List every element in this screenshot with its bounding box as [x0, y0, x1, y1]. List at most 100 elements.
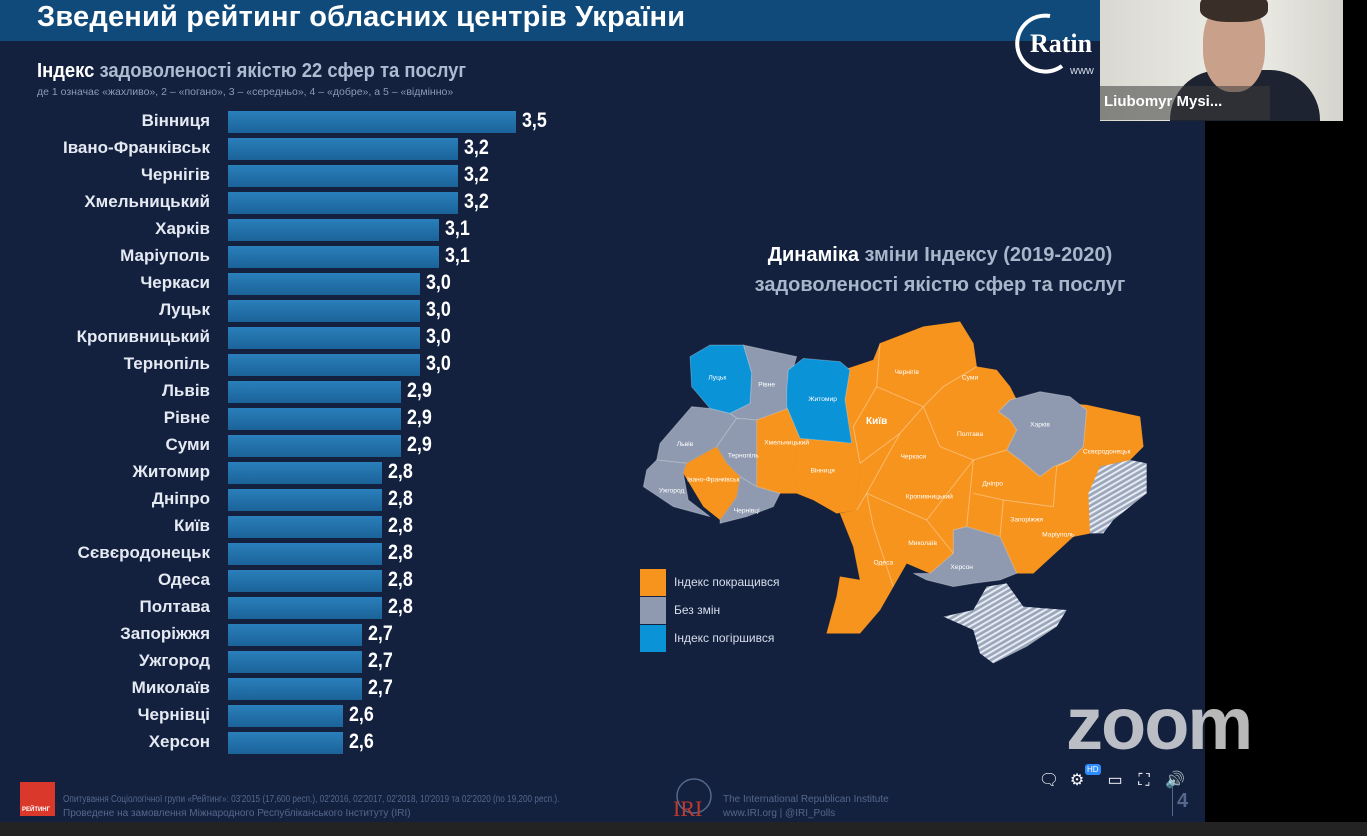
- city-label: Івано-Франківськ: [687, 476, 739, 484]
- bar-value-label: 2,8: [387, 541, 413, 564]
- rating-logo: Ratin www: [1010, 10, 1100, 80]
- bar-row: Рівне 2,9: [0, 406, 600, 433]
- bar-row: Чернівці 2,6: [0, 703, 600, 730]
- slide-title: Зведений рейтинг обласних центрів Україн…: [37, 1, 686, 33]
- footer-source: Опитування Соціологічної групи «Рейтинг»…: [63, 794, 560, 805]
- bar-label: Одеса: [158, 570, 210, 589]
- bar-label: Ужгород: [139, 651, 210, 670]
- bar-row: Житомир 2,8: [0, 460, 600, 487]
- settings-gear-icon[interactable]: ⚙ HD: [1069, 764, 1101, 789]
- annotate-icon[interactable]: 🗨: [1038, 772, 1060, 789]
- region-zakarpattia: [642, 459, 711, 518]
- bar-row: Херсон 2,6: [0, 730, 600, 757]
- bar: [228, 327, 420, 349]
- bar-label: Херсон: [148, 732, 210, 751]
- bar-label: Київ: [173, 516, 210, 535]
- bar: [228, 165, 459, 187]
- participant-name: Liubomyr Mysi...: [1100, 86, 1270, 120]
- region-kherson: [913, 526, 1018, 588]
- bar-label: Сєвєродонецьк: [77, 543, 210, 562]
- bar-label: Вінниця: [141, 111, 210, 130]
- bar-label: Хмельницький: [84, 192, 210, 211]
- bar-row: Вінниця 3,5: [0, 109, 600, 136]
- bar-value-label: 2,9: [406, 406, 432, 429]
- bar: [228, 570, 382, 592]
- bar: [228, 705, 344, 727]
- bar-value-label: 2,7: [368, 622, 394, 645]
- city-label: Кропивницький: [906, 493, 953, 501]
- fullscreen-icon[interactable]: ⛶: [1138, 772, 1150, 789]
- bar: [228, 543, 382, 565]
- city-label: Херсон: [950, 564, 973, 571]
- bar-value-label: 2,9: [406, 379, 432, 402]
- bar-label: Чернівці: [137, 705, 210, 724]
- city-label: Львів: [677, 440, 694, 448]
- volume-icon[interactable]: 🔊: [1165, 772, 1185, 789]
- bar-row: Полтава 2,8: [0, 595, 600, 622]
- city-label: Ужгород: [659, 487, 685, 494]
- city-label: Житомир: [808, 396, 837, 403]
- bar-value-label: 3,1: [445, 217, 471, 240]
- ukraine-map: Луцьк Рівне Житомир Львів Тернопіль Хмел…: [642, 321, 1147, 664]
- bar-label: Дніпро: [151, 489, 210, 508]
- rating-footer-logo: РЕЙТИНГ: [20, 782, 55, 816]
- bar-row: Миколаїв 2,7: [0, 676, 600, 703]
- bar-row: Київ 2,8: [0, 514, 600, 541]
- participant-video[interactable]: Liubomyr Mysi...: [1100, 0, 1343, 121]
- bar-row: Суми 2,9: [0, 433, 600, 460]
- bar-label: Запоріжжя: [120, 624, 210, 643]
- bar: [228, 219, 440, 241]
- bar-label: Полтава: [139, 597, 210, 616]
- bar-row: Маріуполь 3,1: [0, 244, 600, 271]
- subtitle-rest: задоволеності якістю 22 сфер та послуг: [94, 60, 467, 82]
- bar-label: Чернігів: [140, 165, 210, 184]
- legend-swatch: [640, 625, 666, 652]
- bar: [228, 246, 440, 268]
- bar-value-label: 2,8: [387, 568, 413, 591]
- legend-improved: Індекс покращився: [640, 569, 840, 596]
- svg-text:www: www: [1069, 65, 1094, 77]
- bar-row: Одеса 2,8: [0, 568, 600, 595]
- bar-label: Львів: [161, 381, 210, 400]
- bar: [228, 624, 363, 646]
- bar-label: Житомир: [132, 462, 211, 481]
- city-label: Рівне: [758, 381, 775, 389]
- bar-label: Черкаси: [140, 273, 210, 292]
- legend-label: Індекс погіршився: [674, 631, 775, 645]
- bar-row: Запоріжжя 2,7: [0, 622, 600, 649]
- bar-row: Львів 2,9: [0, 379, 600, 406]
- bar-value-label: 2,8: [387, 487, 413, 510]
- bar-row: Хмельницький 3,2: [0, 190, 600, 217]
- capital-label: Київ: [866, 416, 887, 427]
- bar-value-label: 3,1: [445, 244, 471, 267]
- bar-value-label: 2,7: [368, 649, 394, 672]
- bar: [228, 489, 382, 511]
- bar-value-label: 3,0: [426, 352, 451, 375]
- city-label: Чернівці: [734, 506, 760, 514]
- city-label: Суми: [962, 374, 979, 381]
- bar: [228, 435, 401, 457]
- bar-value-label: 3,0: [426, 271, 451, 294]
- bar-label: Кропивницький: [76, 327, 210, 346]
- pip-window-icon[interactable]: ▭: [1107, 772, 1123, 789]
- bar-value-label: 3,0: [426, 325, 451, 348]
- legend-swatch: [640, 569, 666, 596]
- legend-label: Індекс покращився: [674, 575, 780, 589]
- bar-label: Рівне: [163, 408, 210, 427]
- bar: [228, 408, 401, 430]
- city-label: Хмельницький: [764, 439, 809, 447]
- bar-row: Тернопіль 3,0: [0, 352, 600, 379]
- city-label: Вінниця: [810, 466, 835, 474]
- map-title-rest: зміни Індексу (2019-2020): [858, 244, 1113, 266]
- page-number: 4: [1177, 790, 1189, 812]
- svg-text:Ratin: Ratin: [1030, 29, 1093, 58]
- bar: [228, 651, 363, 673]
- scale-note: де 1 означає «жахливо», 2 – «погано», 3 …: [37, 86, 454, 98]
- city-label: Дніпро: [982, 479, 1003, 487]
- bar: [228, 381, 401, 403]
- legend-worsened: Індекс погіршився: [640, 625, 840, 652]
- legend-label: Без змін: [674, 603, 721, 617]
- footer-divider: [1172, 782, 1173, 816]
- bar-value-label: 2,8: [387, 460, 413, 483]
- region-volyn: [689, 344, 753, 414]
